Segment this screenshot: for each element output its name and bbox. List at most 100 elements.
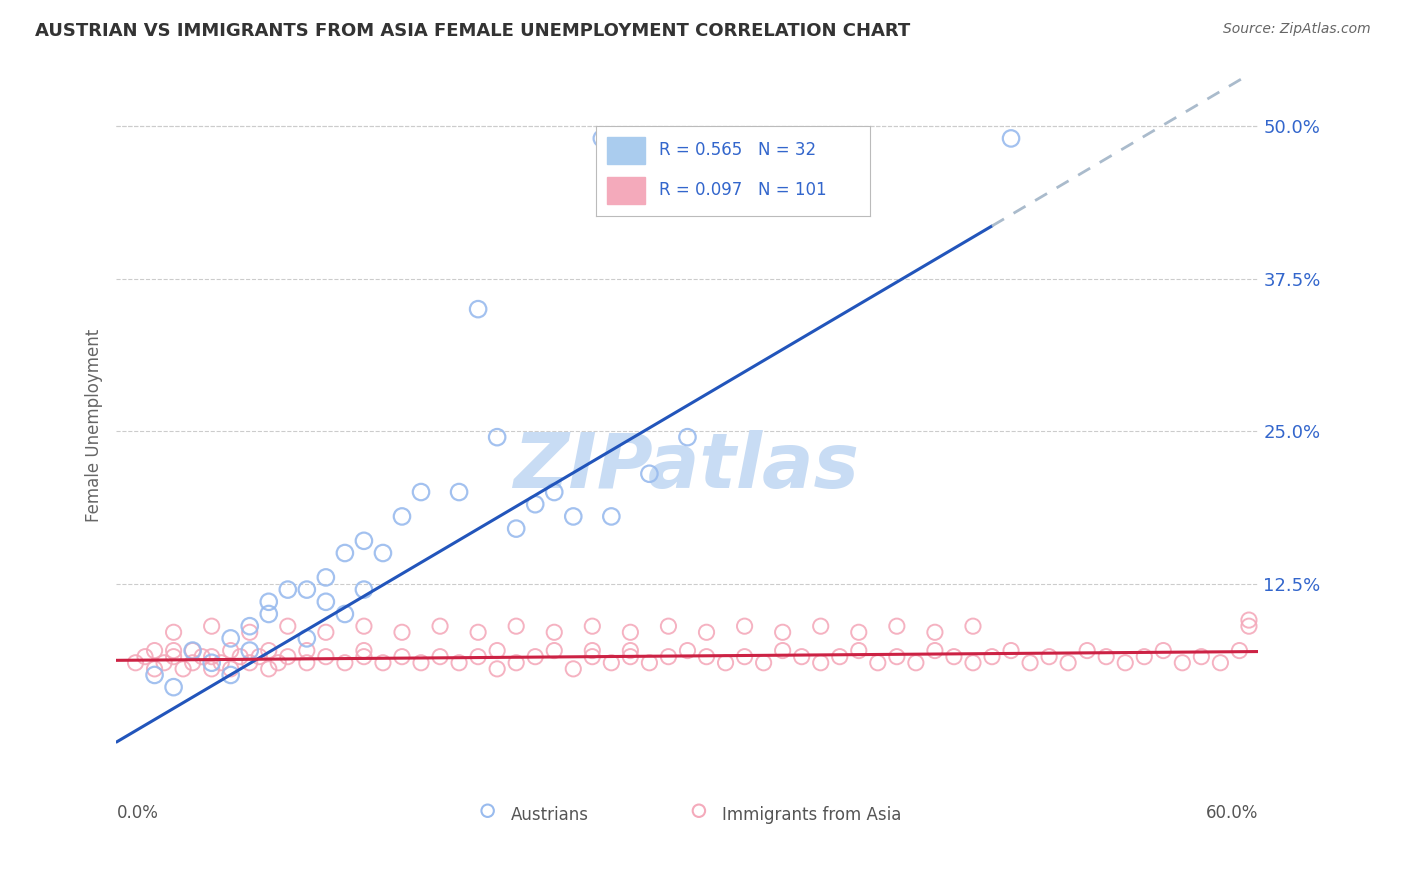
Point bbox=[848, 625, 870, 640]
Point bbox=[257, 595, 280, 609]
Point bbox=[524, 497, 547, 511]
Point bbox=[734, 649, 756, 664]
Point bbox=[676, 430, 699, 444]
Point bbox=[810, 656, 832, 670]
Point bbox=[734, 619, 756, 633]
Point bbox=[942, 649, 965, 664]
Point bbox=[219, 662, 242, 676]
Point bbox=[581, 643, 603, 657]
Point bbox=[524, 649, 547, 664]
Point bbox=[267, 656, 290, 670]
Point bbox=[486, 662, 509, 676]
Point bbox=[257, 662, 280, 676]
Point bbox=[924, 625, 946, 640]
Point bbox=[486, 643, 509, 657]
Point bbox=[239, 656, 262, 670]
Point bbox=[371, 546, 394, 560]
Text: Austrians: Austrians bbox=[510, 805, 589, 824]
Point bbox=[600, 656, 623, 670]
Point bbox=[924, 643, 946, 657]
Point bbox=[638, 467, 661, 481]
Point bbox=[124, 656, 146, 670]
Point bbox=[391, 509, 413, 524]
Point bbox=[543, 625, 565, 640]
Point bbox=[449, 656, 471, 670]
Point bbox=[315, 595, 337, 609]
Point bbox=[429, 649, 451, 664]
Point bbox=[409, 485, 432, 500]
Point bbox=[295, 582, 318, 597]
Point bbox=[543, 485, 565, 500]
Text: Immigrants from Asia: Immigrants from Asia bbox=[721, 805, 901, 824]
Point bbox=[1237, 613, 1260, 627]
Point bbox=[295, 656, 318, 670]
Text: AUSTRIAN VS IMMIGRANTS FROM ASIA FEMALE UNEMPLOYMENT CORRELATION CHART: AUSTRIAN VS IMMIGRANTS FROM ASIA FEMALE … bbox=[35, 22, 911, 40]
Point bbox=[562, 662, 585, 676]
Point bbox=[315, 649, 337, 664]
Point bbox=[1095, 649, 1118, 664]
Point bbox=[181, 643, 204, 657]
Text: 60.0%: 60.0% bbox=[1206, 804, 1258, 822]
Point bbox=[239, 625, 262, 640]
Point bbox=[695, 625, 717, 640]
Point bbox=[229, 649, 252, 664]
Point bbox=[257, 643, 280, 657]
Point bbox=[162, 680, 184, 694]
Point bbox=[449, 485, 471, 500]
Text: 0.0%: 0.0% bbox=[117, 804, 159, 822]
Point bbox=[315, 625, 337, 640]
Point bbox=[619, 625, 641, 640]
Point bbox=[201, 662, 224, 676]
Point bbox=[772, 643, 794, 657]
Point bbox=[315, 570, 337, 584]
Point bbox=[201, 649, 224, 664]
Point bbox=[162, 625, 184, 640]
Point bbox=[181, 643, 204, 657]
Point bbox=[866, 656, 889, 670]
Point bbox=[467, 302, 489, 317]
Point bbox=[1189, 649, 1212, 664]
Point bbox=[353, 582, 375, 597]
Point bbox=[1229, 643, 1251, 657]
Point bbox=[219, 643, 242, 657]
Point bbox=[219, 668, 242, 682]
Point bbox=[162, 649, 184, 664]
Point bbox=[1000, 643, 1022, 657]
Text: ZIPatlas: ZIPatlas bbox=[515, 430, 860, 504]
Point bbox=[886, 649, 908, 664]
Point bbox=[239, 619, 262, 633]
Point bbox=[257, 607, 280, 621]
Point bbox=[219, 632, 242, 646]
Point bbox=[676, 643, 699, 657]
Point bbox=[543, 643, 565, 657]
Point bbox=[1133, 649, 1156, 664]
Point bbox=[1057, 656, 1080, 670]
Point bbox=[172, 662, 194, 676]
Text: Source: ZipAtlas.com: Source: ZipAtlas.com bbox=[1223, 22, 1371, 37]
Point bbox=[695, 649, 717, 664]
Point bbox=[409, 656, 432, 670]
Point bbox=[333, 656, 356, 670]
Point bbox=[277, 649, 299, 664]
Point bbox=[505, 619, 527, 633]
Point bbox=[657, 619, 679, 633]
Point bbox=[981, 649, 1004, 664]
Point bbox=[486, 430, 509, 444]
Point bbox=[619, 643, 641, 657]
Point bbox=[619, 649, 641, 664]
Point bbox=[1019, 656, 1042, 670]
Point bbox=[962, 656, 984, 670]
Point bbox=[429, 619, 451, 633]
Point bbox=[724, 796, 747, 810]
Point bbox=[353, 649, 375, 664]
Point bbox=[277, 619, 299, 633]
Point bbox=[239, 643, 262, 657]
Point bbox=[353, 643, 375, 657]
Point bbox=[828, 649, 851, 664]
Point bbox=[600, 509, 623, 524]
Point bbox=[505, 656, 527, 670]
Point bbox=[1038, 649, 1060, 664]
Point bbox=[1171, 656, 1194, 670]
Point bbox=[143, 662, 166, 676]
Point bbox=[295, 643, 318, 657]
